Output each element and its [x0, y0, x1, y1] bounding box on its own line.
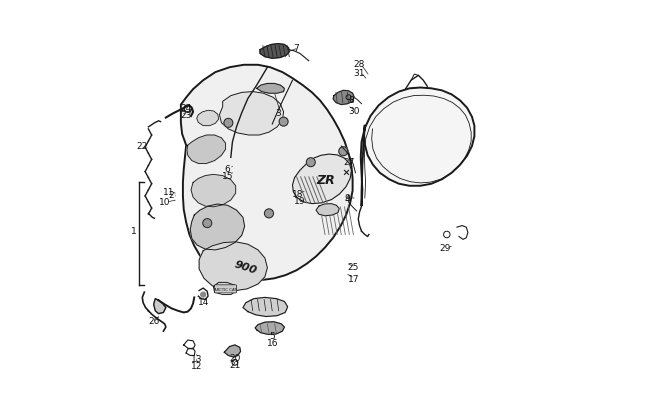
- Polygon shape: [191, 175, 236, 207]
- Polygon shape: [243, 298, 288, 317]
- Text: 25: 25: [347, 263, 358, 272]
- Polygon shape: [333, 91, 354, 105]
- Polygon shape: [197, 111, 218, 126]
- Text: 12: 12: [191, 361, 203, 370]
- Polygon shape: [181, 66, 352, 280]
- Polygon shape: [220, 92, 283, 136]
- Text: 6: 6: [225, 165, 231, 174]
- Polygon shape: [199, 242, 267, 291]
- Text: 26: 26: [149, 316, 160, 325]
- Text: 2: 2: [168, 191, 174, 200]
- Polygon shape: [187, 136, 226, 164]
- Text: 30: 30: [348, 107, 359, 116]
- Text: 31: 31: [353, 68, 365, 77]
- Polygon shape: [224, 345, 240, 357]
- Text: ZR: ZR: [317, 174, 335, 187]
- Text: 19: 19: [294, 196, 305, 205]
- Polygon shape: [257, 84, 285, 94]
- Polygon shape: [361, 88, 474, 207]
- Text: 13: 13: [191, 354, 203, 363]
- Text: 14: 14: [198, 297, 209, 306]
- Text: 11: 11: [163, 188, 174, 197]
- Text: 18: 18: [292, 189, 303, 198]
- Polygon shape: [190, 205, 244, 250]
- Text: 3: 3: [276, 109, 281, 118]
- Polygon shape: [255, 322, 285, 335]
- Text: 900: 900: [233, 259, 259, 276]
- Text: 4: 4: [344, 195, 350, 204]
- Text: 10: 10: [159, 198, 170, 207]
- Circle shape: [279, 118, 288, 127]
- Circle shape: [224, 119, 233, 128]
- Text: 20: 20: [229, 353, 240, 362]
- FancyBboxPatch shape: [214, 285, 237, 293]
- Text: 15: 15: [222, 172, 233, 181]
- Polygon shape: [260, 45, 289, 59]
- Text: 5: 5: [269, 331, 275, 340]
- Text: 27: 27: [343, 158, 354, 166]
- Circle shape: [201, 292, 205, 297]
- Text: 21: 21: [229, 360, 240, 369]
- Text: 8: 8: [348, 96, 354, 105]
- Polygon shape: [292, 155, 352, 204]
- Text: 1: 1: [131, 226, 137, 235]
- Circle shape: [306, 158, 315, 167]
- Text: 7: 7: [294, 44, 300, 53]
- Polygon shape: [153, 299, 166, 314]
- Text: 17: 17: [348, 274, 359, 283]
- Text: 16: 16: [267, 338, 279, 347]
- Text: 22: 22: [136, 142, 148, 151]
- Text: 9: 9: [344, 194, 350, 203]
- Circle shape: [339, 147, 348, 156]
- Text: 23: 23: [180, 111, 192, 120]
- Text: 24: 24: [180, 104, 191, 113]
- Text: 28: 28: [353, 60, 365, 69]
- Polygon shape: [316, 204, 339, 216]
- Circle shape: [203, 219, 212, 228]
- Circle shape: [265, 209, 274, 218]
- Text: 29: 29: [439, 243, 450, 252]
- Text: ARCTIC CAT: ARCTIC CAT: [214, 287, 237, 291]
